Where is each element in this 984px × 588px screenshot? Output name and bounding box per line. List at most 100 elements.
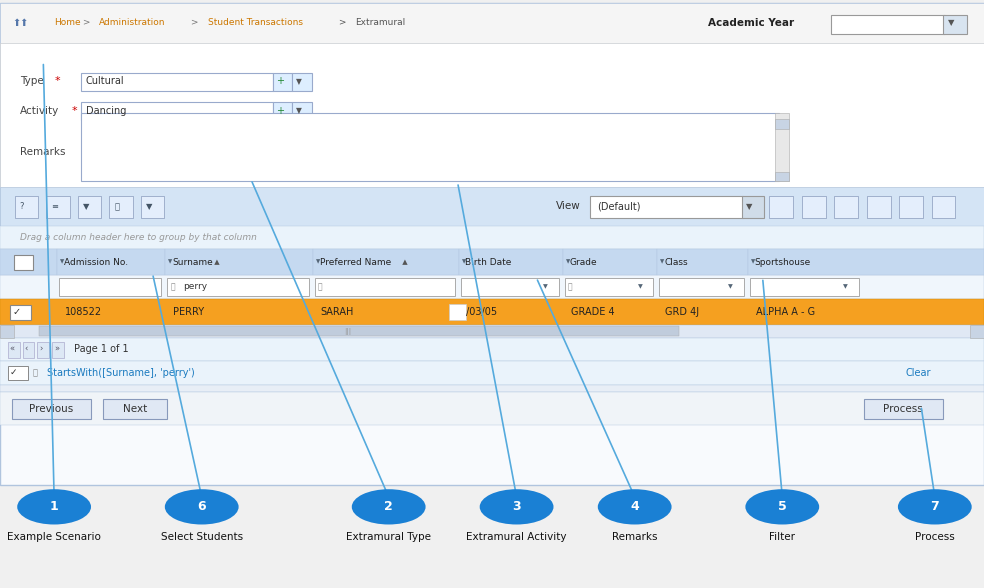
Text: Activity: Activity [20,105,59,116]
Text: Extramural: Extramural [354,18,405,28]
FancyBboxPatch shape [59,278,161,296]
Text: +: + [277,76,284,86]
FancyBboxPatch shape [461,278,559,296]
Ellipse shape [352,489,426,524]
FancyBboxPatch shape [81,113,779,181]
FancyBboxPatch shape [0,3,984,485]
Text: SARAH: SARAH [321,306,354,317]
FancyBboxPatch shape [657,249,748,275]
Text: *: * [55,76,61,86]
FancyBboxPatch shape [14,255,33,270]
Text: 4: 4 [631,500,639,513]
FancyBboxPatch shape [39,326,679,336]
FancyBboxPatch shape [802,196,826,218]
FancyBboxPatch shape [81,102,273,120]
FancyBboxPatch shape [659,278,744,296]
Text: Previous: Previous [30,403,73,414]
Text: ▼: ▼ [60,260,64,265]
FancyBboxPatch shape [834,196,858,218]
Text: Admission No.: Admission No. [64,258,128,267]
Text: ▼: ▼ [168,260,172,265]
Text: Sportshouse: Sportshouse [755,258,811,267]
Text: |||: ||| [344,328,351,335]
Text: ≡: ≡ [51,202,58,211]
Text: Home: Home [54,18,81,28]
Text: ALPHA A - G: ALPHA A - G [756,306,815,317]
FancyBboxPatch shape [775,113,789,181]
Text: Type: Type [20,76,43,86]
FancyBboxPatch shape [0,226,984,249]
Text: Grade: Grade [570,258,597,267]
Ellipse shape [598,489,672,524]
Text: ▼: ▼ [948,18,954,28]
Text: View: View [556,201,581,212]
FancyBboxPatch shape [563,249,657,275]
FancyBboxPatch shape [0,249,984,275]
FancyBboxPatch shape [57,249,165,275]
Text: ▼: ▼ [566,260,570,265]
FancyBboxPatch shape [273,73,292,91]
Text: >: > [336,18,349,28]
Text: ▲: ▲ [213,259,219,265]
Text: ▼: ▼ [296,76,302,86]
Text: +: + [277,105,284,116]
Text: Academic Year: Academic Year [708,18,795,28]
FancyBboxPatch shape [864,399,943,419]
FancyBboxPatch shape [775,119,789,129]
Text: ‹: ‹ [25,345,28,354]
Text: ▼: ▼ [728,285,733,289]
Text: Process: Process [915,532,954,542]
FancyBboxPatch shape [0,187,984,226]
Text: >: > [189,18,202,28]
FancyBboxPatch shape [10,305,31,320]
Text: 🔍: 🔍 [170,282,175,292]
Text: Preferred Name: Preferred Name [320,258,391,267]
FancyBboxPatch shape [23,342,34,358]
FancyBboxPatch shape [15,196,38,218]
FancyBboxPatch shape [0,325,14,338]
Text: StartsWith([Surname], 'perry'): StartsWith([Surname], 'perry') [47,368,195,378]
FancyBboxPatch shape [0,299,984,325]
FancyBboxPatch shape [748,249,984,275]
FancyBboxPatch shape [899,196,923,218]
FancyBboxPatch shape [167,278,309,296]
Text: Administration: Administration [99,18,165,28]
Text: Filter: Filter [769,532,795,542]
Text: Select Students: Select Students [160,532,243,542]
FancyBboxPatch shape [459,249,563,275]
Ellipse shape [165,489,239,524]
FancyBboxPatch shape [0,43,984,187]
FancyBboxPatch shape [750,278,859,296]
Text: 1: 1 [50,500,58,513]
Text: GRADE 4: GRADE 4 [571,306,614,317]
Text: ▼: ▼ [146,202,153,211]
FancyBboxPatch shape [0,325,984,338]
Text: *: * [72,105,78,116]
FancyBboxPatch shape [313,249,459,275]
FancyBboxPatch shape [52,342,64,358]
FancyBboxPatch shape [292,73,312,91]
FancyBboxPatch shape [565,278,653,296]
Text: ✓: ✓ [13,306,21,317]
FancyBboxPatch shape [0,249,57,275]
Text: 108522: 108522 [65,306,102,317]
Text: Remarks: Remarks [612,532,657,542]
FancyBboxPatch shape [0,275,984,299]
Text: ▼: ▼ [316,260,320,265]
FancyBboxPatch shape [12,399,91,419]
Text: Cultural: Cultural [86,76,124,86]
FancyBboxPatch shape [590,196,743,218]
Text: ▼: ▼ [638,285,643,289]
FancyBboxPatch shape [46,196,70,218]
Text: «: « [10,345,15,354]
Ellipse shape [480,489,554,524]
Ellipse shape [746,489,820,524]
Text: Clear: Clear [905,368,931,378]
FancyBboxPatch shape [315,278,455,296]
Text: GRD 4J: GRD 4J [665,306,700,317]
Text: 🖊: 🖊 [114,202,119,211]
Text: ✓: ✓ [10,368,18,377]
Text: Next: Next [123,403,148,414]
Text: ▼: ▼ [751,260,755,265]
FancyBboxPatch shape [0,392,984,425]
